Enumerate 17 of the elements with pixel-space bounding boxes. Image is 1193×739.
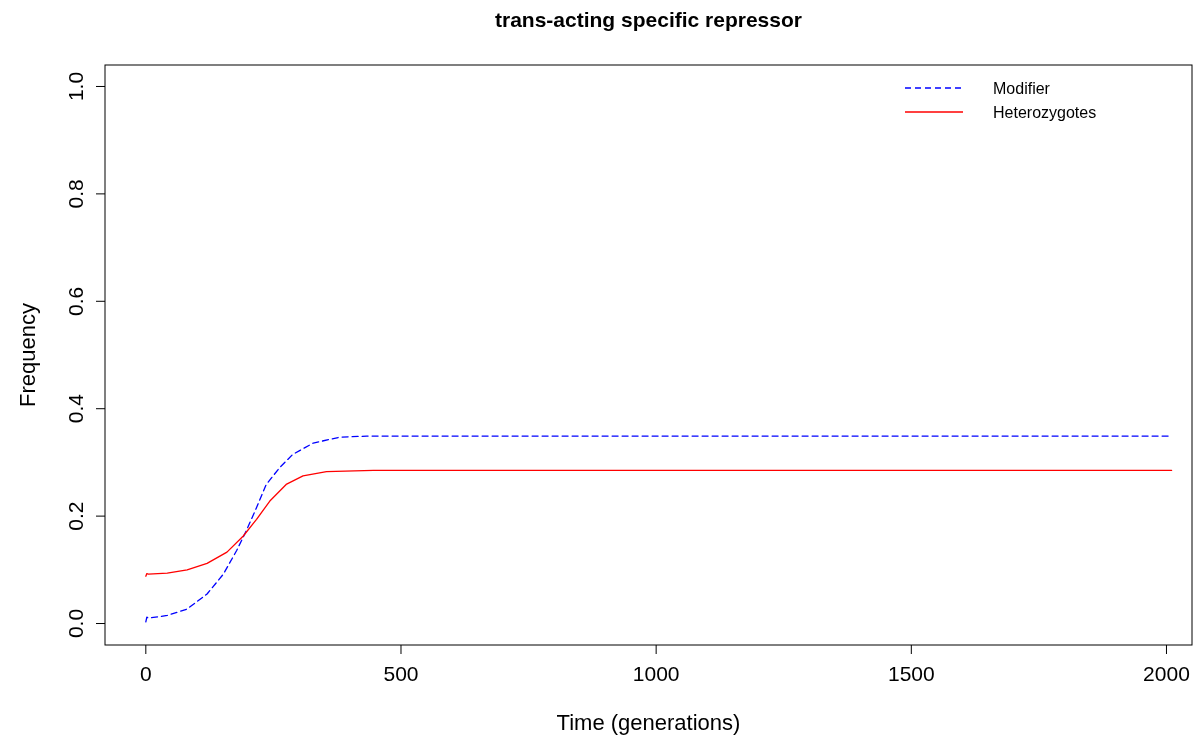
line-series — [145, 469, 1173, 577]
y-axis-title: Frequency — [15, 303, 40, 407]
x-tick-label: 1500 — [887, 662, 935, 685]
x-tick-label: 0 — [139, 662, 152, 685]
y-tick-label: 0.6 — [64, 286, 87, 316]
x-axis-title: Time (generations) — [556, 710, 741, 735]
legend-label: Heterozygotes — [993, 104, 1097, 121]
x-tick-label: 500 — [383, 662, 419, 685]
y-tick-label: 0.8 — [64, 179, 87, 209]
y-tick-label: 0.4 — [64, 393, 87, 424]
y-tick-label: 0.0 — [64, 608, 87, 639]
chart-title: trans-acting specific repressor — [495, 8, 802, 31]
x-tick-label: 1000 — [632, 662, 680, 685]
legend-label: Modifier — [993, 80, 1051, 97]
y-tick-label: 1.0 — [64, 71, 87, 102]
y-tick-label: 0.2 — [64, 501, 87, 531]
x-tick-label: 2000 — [1143, 662, 1190, 685]
